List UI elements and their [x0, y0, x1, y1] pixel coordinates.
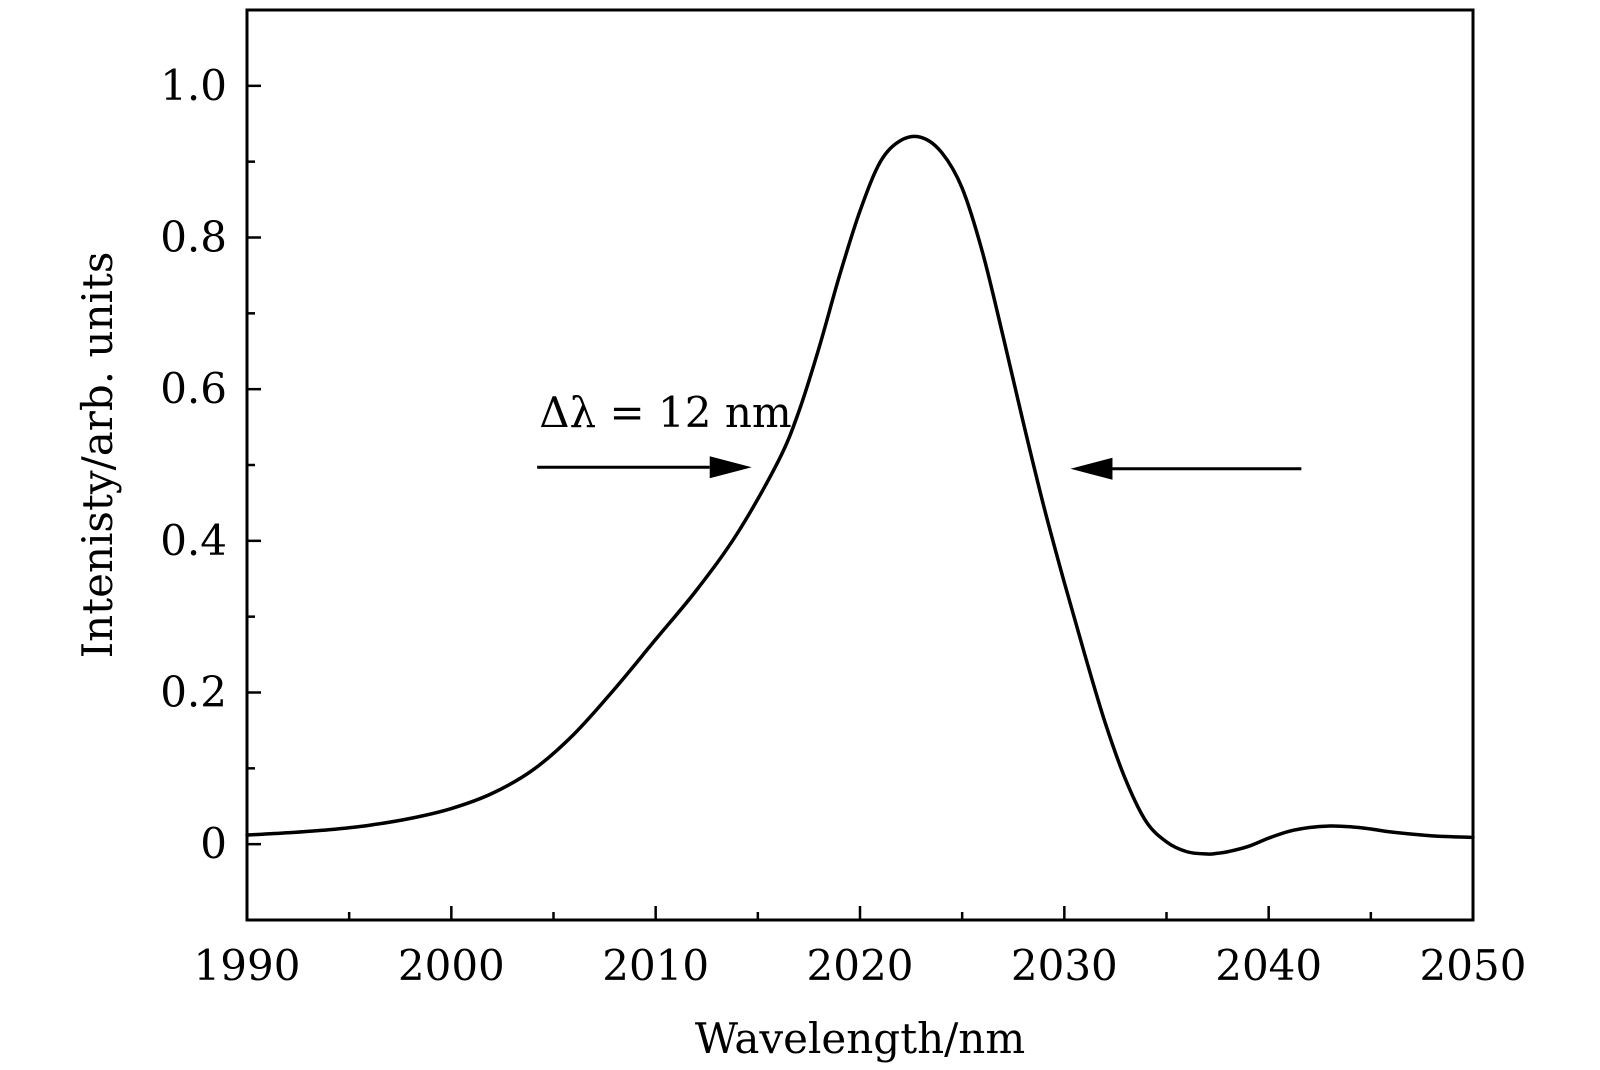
annotation-layer: Δλ = 12 nm [537, 388, 1302, 480]
left-arrow-head [709, 456, 752, 479]
x-tick-label: 2050 [1420, 941, 1527, 990]
x-tick-label: 2040 [1215, 941, 1322, 990]
y-tick-label: 0.8 [160, 213, 227, 262]
x-tick-label: 2030 [1011, 941, 1118, 990]
y-tick-label: 0.2 [160, 668, 227, 717]
curve-layer [245, 134, 1475, 856]
y-tick-label: 0.4 [160, 516, 227, 565]
x-tick-label: 2000 [398, 941, 505, 990]
y-axis-title: Intenisty/arb. units [73, 252, 122, 659]
fwhm-annotation: Δλ = 12 nm [539, 388, 792, 437]
x-tick-label: 2010 [602, 941, 709, 990]
x-tick-label: 2020 [807, 941, 914, 990]
right-arrow-head [1070, 457, 1113, 480]
x-axis-title: Wavelength/nm [695, 1014, 1025, 1063]
plot-frame [245, 8, 1475, 922]
ticks-layer: 1990 2000 2010 2020 2030 2040 2050 0 0.2 0.4 0.6 0.… [160, 61, 1526, 990]
spectrum-curve [245, 134, 1475, 856]
x-tick-label: 1990 [194, 941, 301, 990]
y-tick-label: 0.6 [160, 364, 227, 413]
y-tick-label: 1.0 [160, 61, 227, 110]
y-tick-label: 0 [200, 819, 227, 868]
